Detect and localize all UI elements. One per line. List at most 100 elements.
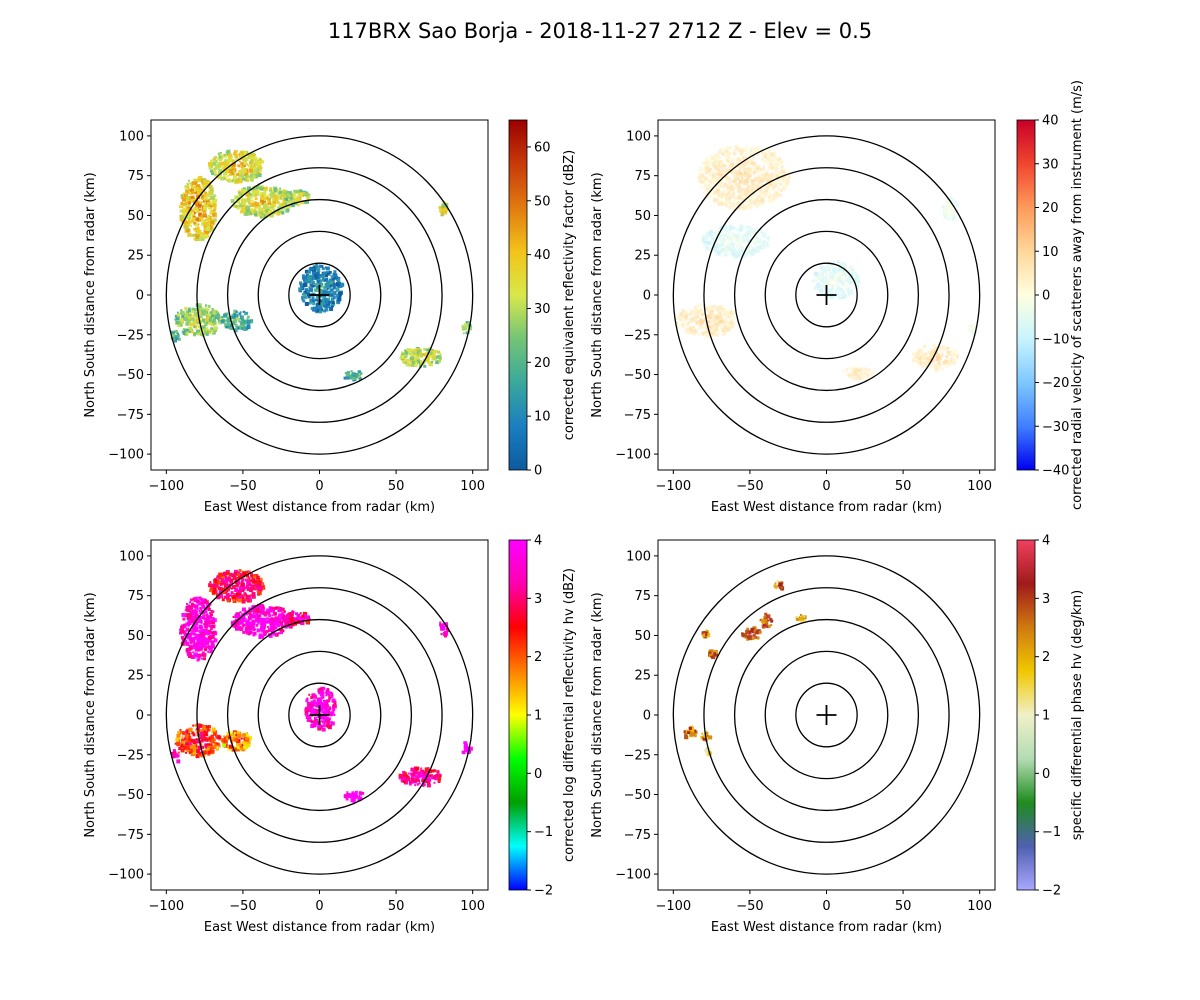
echo-pixel [232, 598, 236, 601]
echo-pixel [187, 604, 190, 607]
echo-pixel [207, 304, 211, 308]
echo-pixel [704, 184, 707, 187]
echo-pixel [763, 241, 766, 244]
echo-pixel [833, 277, 837, 281]
echo-pixel [753, 226, 757, 230]
echo-pixel [776, 158, 780, 162]
echo-pixel [775, 178, 779, 182]
echo-pixel [191, 188, 194, 191]
echo-pixel [722, 159, 725, 163]
echo-pixel [733, 152, 737, 156]
echo-pixel [204, 181, 208, 185]
echo-pixel [304, 201, 307, 204]
echo-pixel [426, 348, 430, 352]
echo-pixel [735, 235, 739, 239]
figure-title: 117BRX Sao Borja - 2018-11-27 2712 Z - E… [328, 19, 872, 43]
echo-pixel [292, 195, 296, 199]
echo-pixel [260, 192, 263, 196]
echo-pixel [754, 247, 758, 250]
echo-pixel [411, 361, 415, 365]
echo-pixel [308, 706, 312, 710]
echo-pixel [703, 167, 706, 170]
echo-pixel [756, 182, 760, 186]
echo-pixel [711, 332, 716, 337]
echo-pixel [720, 248, 724, 252]
echo-pixel [274, 211, 278, 215]
echo-pixel [209, 650, 213, 654]
echo-pixel [180, 202, 184, 205]
echo-pixel [307, 277, 312, 282]
echo-pixel [241, 627, 244, 630]
echo-pixel [709, 168, 712, 171]
echo-pixel [852, 267, 856, 271]
echo-pixel [783, 169, 786, 172]
echo-pixel [935, 363, 938, 366]
echo-pixel [709, 176, 713, 180]
echo-pixel [438, 359, 441, 363]
echo-pixel [728, 231, 731, 234]
echo-pixel [225, 326, 228, 329]
echo-pixel [194, 635, 197, 638]
echo-pixel [413, 358, 416, 361]
echo-pixel [722, 323, 724, 326]
echo-pixel [254, 213, 258, 216]
echo-pixel [188, 646, 193, 651]
echo-pixel [328, 706, 331, 709]
echo-pixel [185, 189, 189, 194]
echo-pixel [190, 208, 194, 212]
echo-pixel [735, 246, 738, 249]
echo-pixel [192, 319, 197, 324]
echo-pixel [232, 204, 236, 208]
echo-pixel [210, 186, 214, 190]
echo-pixel [281, 202, 285, 206]
echo-pixel [248, 201, 251, 205]
echo-pixel [194, 186, 199, 191]
echo-cluster [220, 309, 254, 333]
echo-pixel [183, 632, 188, 637]
range-ring [795, 262, 858, 328]
echo-pixel [720, 225, 724, 229]
echo-pixel [723, 240, 727, 244]
echo-pixel [756, 228, 760, 232]
echo-pixel [194, 198, 196, 201]
echo-pixel [729, 242, 734, 247]
echo-pixel [939, 346, 944, 351]
echo-pixel [218, 321, 222, 325]
echo-pixel [194, 229, 197, 232]
echo-pixel [312, 720, 315, 723]
echo-pixel [330, 275, 334, 279]
echo-pixel [706, 157, 711, 162]
echo-pixel [701, 313, 705, 317]
echo-pixel [195, 620, 198, 624]
echo-pixel [716, 185, 721, 190]
echo-pixel [199, 307, 204, 311]
echo-pixel [187, 619, 191, 623]
echo-pixel [723, 324, 726, 326]
echo-pixel [182, 330, 187, 335]
echo-pixel [183, 194, 187, 198]
echo-pixel [741, 177, 743, 180]
echo-pixel [244, 211, 249, 216]
echo-pixel [948, 348, 952, 352]
echo-pixel [206, 311, 209, 314]
echo-pixel [721, 228, 724, 231]
echo-pixel [839, 287, 843, 291]
echo-pixel [975, 332, 978, 335]
echo-pixel [868, 368, 870, 370]
echo-pixel [712, 181, 717, 186]
echo-pixel [778, 157, 782, 160]
echo-pixel [181, 197, 186, 202]
echo-pixel [849, 367, 854, 372]
echo-pixel [234, 195, 239, 200]
echo-pixel [226, 175, 229, 178]
echo-pixel [756, 145, 760, 149]
echo-pixel [706, 331, 709, 334]
echo-pixel [221, 316, 224, 319]
echo-pixel [204, 219, 207, 222]
echo-pixel [307, 292, 310, 296]
echo-pixel [739, 163, 742, 167]
echo-pixel [754, 235, 759, 240]
echo-pixel [752, 187, 755, 189]
echo-pixel [736, 200, 741, 205]
echo-pixel [248, 582, 251, 586]
